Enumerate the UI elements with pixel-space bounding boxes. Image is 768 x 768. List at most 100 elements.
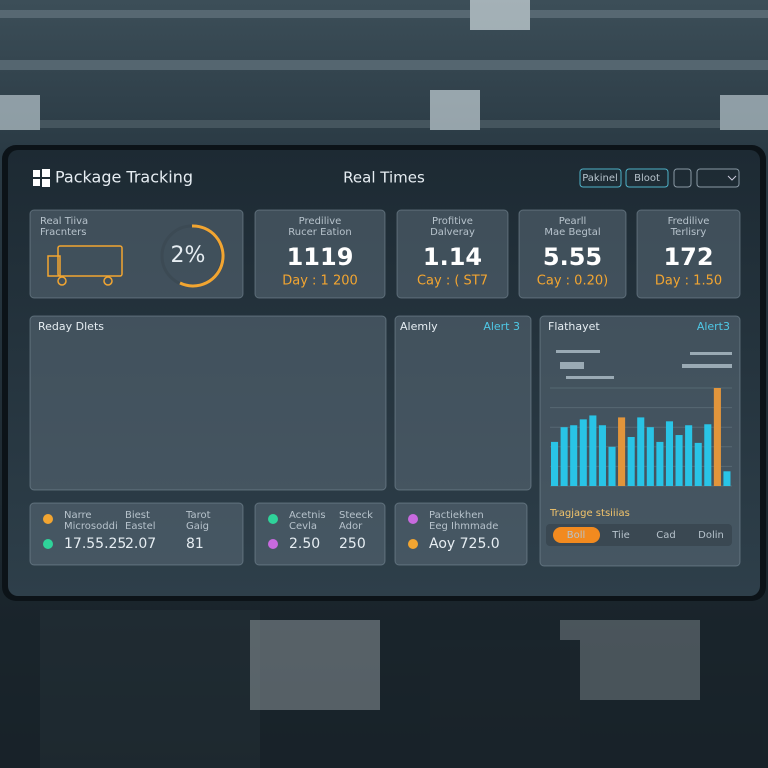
bar <box>646 427 654 486</box>
info-label: Eastel <box>125 521 156 532</box>
bar <box>694 442 702 486</box>
bar <box>685 425 693 486</box>
icon <box>408 539 418 549</box>
kpi-sub: Day : 1 200 <box>282 274 358 289</box>
tab-label[interactable]: Tiie <box>611 530 630 541</box>
icon <box>408 514 418 524</box>
logo <box>33 169 50 187</box>
info-label: Microsoddi <box>64 521 118 532</box>
tab-label[interactable]: Boll <box>567 530 586 541</box>
info-value: 250 <box>339 536 366 552</box>
panel-title: Alemly <box>400 320 438 333</box>
bar <box>570 425 578 486</box>
button-label: Pakinel <box>582 173 618 184</box>
info-value: 2.07 <box>125 536 156 552</box>
bar <box>713 388 721 486</box>
info-card <box>254 502 386 566</box>
info-label: Steeck <box>339 510 373 521</box>
kpi-label: Predilive <box>299 216 342 227</box>
button[interactable] <box>625 168 669 188</box>
bar <box>627 437 635 486</box>
panel-title: Flathayet <box>548 320 600 333</box>
icon <box>268 539 278 549</box>
info-value: 81 <box>186 536 204 552</box>
bar <box>637 417 645 486</box>
kpi-label: Terlisry <box>670 227 707 238</box>
kpi-value: 1.14 <box>423 243 482 271</box>
header-center: Real Times <box>343 169 425 187</box>
bar <box>579 419 587 486</box>
info-label: Eeg Ihmmade <box>429 521 498 532</box>
gauge-value: 2% <box>171 243 206 268</box>
kpi-label: Fredilive <box>668 216 710 227</box>
info-label: Tarot <box>185 510 211 521</box>
panel <box>29 315 387 491</box>
kpi-label: Fracnters <box>40 227 87 238</box>
bar <box>598 425 606 486</box>
bar <box>675 435 683 486</box>
ceiling <box>0 0 768 130</box>
bar <box>618 417 626 486</box>
kpi-label: Profitive <box>432 216 473 227</box>
button-label: Bloot <box>634 173 660 184</box>
alert-label: Alert 3 <box>483 320 520 333</box>
bar-chart <box>550 387 732 487</box>
alert-label: Alert3 <box>697 320 730 333</box>
info-card <box>394 502 528 566</box>
gauge-arc <box>179 224 225 288</box>
button[interactable] <box>579 168 622 188</box>
kpi-sub: Day : 1.50 <box>655 274 722 289</box>
info-label: Ador <box>339 521 363 532</box>
info-label: Narre <box>64 510 92 521</box>
legend-lines <box>556 350 732 379</box>
kpi-value: 172 <box>663 243 713 271</box>
bar <box>560 427 568 486</box>
icon-button[interactable] <box>673 168 692 188</box>
kpi-label: Dalveray <box>430 227 475 238</box>
info-value: Aoy 725.0 <box>429 536 500 552</box>
tab-active[interactable] <box>553 527 600 543</box>
info-label: Gaig <box>186 521 209 532</box>
kpi-label: Pearll <box>559 216 587 227</box>
bar <box>589 415 597 486</box>
menu-button[interactable] <box>696 168 740 188</box>
kpi-value: 1119 <box>287 243 354 271</box>
kpi-sub: Cay : ( ST7 <box>417 274 488 289</box>
info-label: Cevla <box>289 521 317 532</box>
info-label: Biest <box>125 510 150 521</box>
kpi-sub: Cay : 0.20) <box>537 274 608 289</box>
bar <box>723 471 731 486</box>
chevron <box>727 175 737 181</box>
icon <box>268 514 278 524</box>
panel <box>394 315 532 491</box>
bar <box>608 446 616 486</box>
office-floor <box>0 610 768 768</box>
kpi-label: Mae Begtal <box>544 227 600 238</box>
info-value: 17.55.25 <box>64 536 126 552</box>
kpi-label: Rucer Eation <box>288 227 351 238</box>
kpi-card <box>396 209 509 299</box>
icon <box>43 539 53 549</box>
tab-label[interactable]: Dolin <box>698 530 724 541</box>
section-label: Tragjage stsiiias <box>549 508 630 519</box>
panel-title: Reday Dlets <box>38 320 104 333</box>
kpi-card <box>518 209 627 299</box>
info-value: 2.50 <box>289 536 320 552</box>
bar <box>656 441 664 486</box>
tabs: Boll Tiie Cad Dolin <box>567 530 724 541</box>
kpi-card <box>254 209 386 299</box>
bar <box>551 441 559 486</box>
tab-label[interactable]: Cad <box>656 530 675 541</box>
icon <box>43 514 53 524</box>
kpi-label: Real Tiiva <box>40 216 88 227</box>
kpi-card <box>636 209 741 299</box>
truck-icon <box>47 245 123 286</box>
info-card <box>29 502 244 566</box>
bar <box>665 421 674 486</box>
bar <box>704 424 712 486</box>
app-title: Package Tracking <box>55 168 193 187</box>
info-label: Acetnis <box>289 510 326 521</box>
